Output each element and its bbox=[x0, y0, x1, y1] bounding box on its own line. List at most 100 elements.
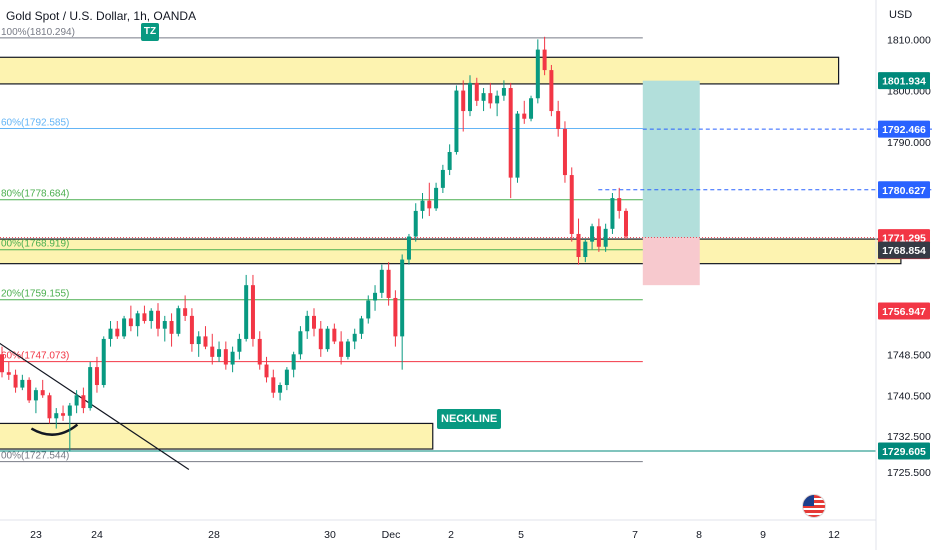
candle-body bbox=[54, 413, 59, 419]
candle-body bbox=[176, 308, 181, 334]
candle-body bbox=[603, 228, 608, 247]
candle-body bbox=[345, 341, 350, 357]
fib-layer: 100%(1810.294) 60%(1792.585) 80%(1778.684)… bbox=[0, 27, 643, 463]
bottom-arc bbox=[30, 423, 79, 436]
fib-level-label: 60%(1792.585) bbox=[1, 118, 69, 129]
x-tick-label: 28 bbox=[208, 529, 220, 541]
candle-body bbox=[156, 310, 160, 329]
candle-body bbox=[264, 364, 269, 378]
fib-level-label: 20%(1759.155) bbox=[1, 289, 69, 300]
x-tick-label: 30 bbox=[324, 529, 336, 541]
candle-body bbox=[223, 349, 228, 365]
supply-demand-zone bbox=[0, 238, 902, 265]
candle-body bbox=[94, 367, 99, 386]
candle-body bbox=[101, 338, 106, 386]
candle-body bbox=[576, 233, 581, 257]
candle-body bbox=[189, 315, 194, 345]
candle-body bbox=[6, 372, 11, 375]
candle-body bbox=[474, 82, 479, 101]
candle-body bbox=[284, 369, 289, 386]
candle-body bbox=[434, 187, 439, 209]
candle-body bbox=[13, 374, 18, 388]
candle-body bbox=[291, 354, 296, 370]
y-tick-label: 1810.000 bbox=[887, 34, 931, 46]
neckline-badge[interactable]: NECKLINE bbox=[437, 409, 502, 429]
tz-badge[interactable]: TZ bbox=[141, 23, 159, 41]
candle-body bbox=[529, 98, 534, 119]
candle-body bbox=[122, 318, 127, 337]
candle-body bbox=[271, 377, 276, 393]
candle-body bbox=[508, 88, 513, 178]
x-tick-label: 8 bbox=[696, 529, 702, 541]
candle-body bbox=[33, 390, 38, 401]
price-tag bbox=[878, 302, 930, 320]
candle-body bbox=[196, 336, 201, 345]
candle-body bbox=[183, 308, 188, 316]
price-tag bbox=[878, 442, 930, 460]
candle-body bbox=[81, 395, 86, 409]
candle-body bbox=[61, 413, 66, 416]
candle-body bbox=[440, 169, 445, 188]
candle-body bbox=[47, 395, 52, 419]
price-tag-value: 1768.854 bbox=[882, 245, 926, 257]
candle-body bbox=[468, 82, 472, 112]
us-flag-icon[interactable] bbox=[802, 494, 826, 518]
candle-body bbox=[230, 351, 235, 365]
candle-body bbox=[318, 328, 323, 350]
fib-level-label: 00%(1768.919) bbox=[1, 239, 69, 250]
fib-level-label: 00%(1727.544) bbox=[1, 451, 69, 462]
candle-body bbox=[501, 88, 506, 96]
candle-body bbox=[250, 285, 255, 339]
x-tick-label: 5 bbox=[518, 529, 524, 541]
candle-body bbox=[20, 379, 25, 388]
candle-layer bbox=[0, 36, 628, 452]
candle-body bbox=[461, 90, 466, 112]
x-tick-label: 23 bbox=[30, 529, 42, 541]
price-tag-value: 1801.934 bbox=[882, 76, 926, 88]
candle-body bbox=[562, 128, 567, 176]
candle-body bbox=[162, 321, 167, 329]
y-tick-label: 1748.500 bbox=[887, 349, 931, 361]
candle-body bbox=[257, 338, 262, 365]
candle-body bbox=[590, 226, 595, 242]
candle-body bbox=[339, 341, 344, 357]
candle-body bbox=[312, 315, 316, 329]
candle-body bbox=[379, 269, 384, 293]
price-tag-value: 1729.605 bbox=[882, 446, 926, 458]
y-tick-label: 1790.000 bbox=[887, 137, 931, 149]
position-loss-zone bbox=[642, 237, 700, 286]
candle-body bbox=[596, 226, 601, 247]
candle-body bbox=[332, 328, 337, 342]
candle-body bbox=[542, 49, 547, 71]
candle-body bbox=[420, 200, 425, 211]
currency-label: USD bbox=[889, 9, 913, 21]
candle-body bbox=[495, 95, 500, 104]
candle-body bbox=[298, 331, 303, 355]
supply-demand-zone bbox=[0, 56, 840, 85]
candle-body bbox=[27, 379, 32, 401]
price-tag bbox=[878, 72, 930, 90]
x-tick-label: 9 bbox=[760, 529, 766, 541]
x-tick-label: 2 bbox=[448, 529, 454, 541]
candle-body bbox=[393, 297, 398, 337]
y-tick-label: 1725.500 bbox=[887, 467, 931, 479]
candle-body bbox=[128, 318, 133, 327]
fib-level-label: 80%(1778.684) bbox=[1, 189, 69, 200]
candle-body bbox=[352, 333, 357, 342]
y-tick-label: 1740.500 bbox=[887, 390, 931, 402]
candle-body bbox=[549, 70, 554, 112]
position-profit-zone bbox=[642, 80, 700, 238]
candle-body bbox=[135, 313, 140, 327]
candle-body bbox=[237, 338, 242, 352]
candle-body bbox=[406, 236, 411, 260]
candle-body bbox=[481, 93, 486, 101]
candle-body bbox=[108, 328, 113, 339]
candle-body bbox=[74, 395, 79, 406]
candle-body bbox=[400, 259, 405, 337]
candle-body bbox=[244, 285, 249, 339]
price-tag-value: 1792.466 bbox=[882, 124, 926, 136]
x-tick-label: 12 bbox=[828, 529, 840, 541]
y-tick-label: 1732.500 bbox=[887, 431, 931, 443]
